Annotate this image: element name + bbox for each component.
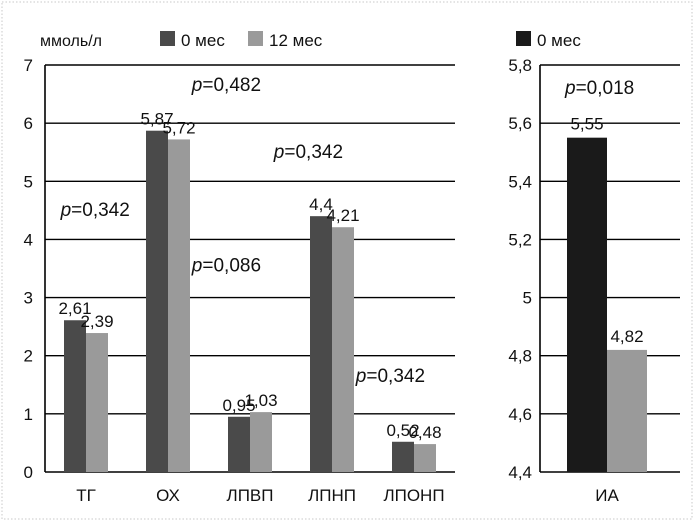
x-tick-label: ТГ <box>76 486 96 505</box>
y-tick-label: 7 <box>24 56 33 75</box>
y-tick-label: 3 <box>24 289 33 308</box>
unit-label: ммоль/л <box>40 33 102 50</box>
bar <box>392 441 414 472</box>
y-tick-label: 4,6 <box>508 405 532 424</box>
y-tick-label: 1 <box>24 405 33 424</box>
p-symbol: p <box>191 255 203 276</box>
bar <box>146 130 168 473</box>
legend-swatch <box>248 31 263 46</box>
p-value: =0,482 <box>202 75 261 96</box>
data-label: 5,55 <box>570 115 603 134</box>
bar <box>228 416 250 472</box>
y-tick-label: 2 <box>24 347 33 366</box>
x-tick-label: ИА <box>595 486 619 505</box>
bar <box>414 444 436 472</box>
y-tick-label: 5,2 <box>508 230 532 249</box>
y-tick-label: 5 <box>523 289 532 308</box>
data-label: 4,21 <box>326 206 359 225</box>
bar <box>567 137 607 472</box>
bar <box>332 227 354 472</box>
left-chart: 0 1 2 3 4 5 6 7 2,612,39 ТГ 5,875,72 ОХ 0,951,03 ЛПВП… <box>24 31 455 505</box>
y-tick-label: 5,8 <box>508 56 532 75</box>
data-label: 2,39 <box>80 312 113 331</box>
p-value-annotation: p=0,342 <box>355 366 425 387</box>
y-tick-label: 5,4 <box>508 172 532 191</box>
x-tick-label: ЛПОНП <box>383 486 444 505</box>
y-tick-label: 0 <box>24 463 33 482</box>
p-value: =0,086 <box>202 255 261 276</box>
data-label: 0,95 <box>222 396 255 415</box>
legend-label: 12 мес <box>269 31 323 50</box>
data-label: 4,4 <box>309 195 333 214</box>
x-tick-label: ОХ <box>156 486 180 505</box>
bar <box>310 216 332 472</box>
data-label: 2,61 <box>58 299 91 318</box>
data-label: 1,03 <box>244 391 277 410</box>
y-tick-label: 4,4 <box>508 463 532 482</box>
y-tick-label: 5,6 <box>508 114 532 133</box>
p-value-annotation: p=0,342 <box>60 200 130 221</box>
data-label: 5,72 <box>162 118 195 137</box>
bar <box>64 320 86 472</box>
bar <box>86 333 108 472</box>
p-symbol: p <box>60 200 72 221</box>
p-symbol: p <box>355 366 367 387</box>
right-chart: 4,4 4,6 4,8 5 5,2 5,4 5,6 5,8 5,55 4,82 ИА 0 мес p=0… <box>508 31 680 505</box>
data-label: 4,82 <box>610 327 643 346</box>
p-value: =0,018 <box>576 78 635 99</box>
x-tick-label: ЛПВП <box>227 486 274 505</box>
p-symbol: p <box>564 78 576 99</box>
y-tick-label: 6 <box>24 114 33 133</box>
bar <box>168 139 190 472</box>
x-tick-label: ЛПНП <box>308 486 356 505</box>
p-value: =0,342 <box>71 200 130 221</box>
y-tick-label: 5 <box>24 172 33 191</box>
p-value: =0,342 <box>366 366 425 387</box>
data-label: 0,52 <box>386 421 419 440</box>
p-value-annotation: p=0,482 <box>191 75 261 96</box>
p-value: =0,342 <box>284 142 343 163</box>
data-label: 5,87 <box>140 110 173 129</box>
p-value-annotation: p=0,342 <box>273 142 343 163</box>
bar <box>250 412 272 472</box>
legend-label: 0 мес <box>181 31 225 50</box>
p-symbol: p <box>273 142 285 163</box>
legend-label: 0 мес <box>537 31 581 50</box>
data-label: 0,48 <box>408 423 441 442</box>
p-symbol: p <box>191 75 203 96</box>
legend-swatch <box>516 31 531 46</box>
p-value-annotation: p=0,086 <box>191 255 261 276</box>
legend-swatch <box>160 31 175 46</box>
bar <box>607 349 647 472</box>
p-value-annotation: p=0,018 <box>564 78 634 99</box>
y-tick-label: 4 <box>24 230 33 249</box>
y-tick-label: 4,8 <box>508 347 532 366</box>
